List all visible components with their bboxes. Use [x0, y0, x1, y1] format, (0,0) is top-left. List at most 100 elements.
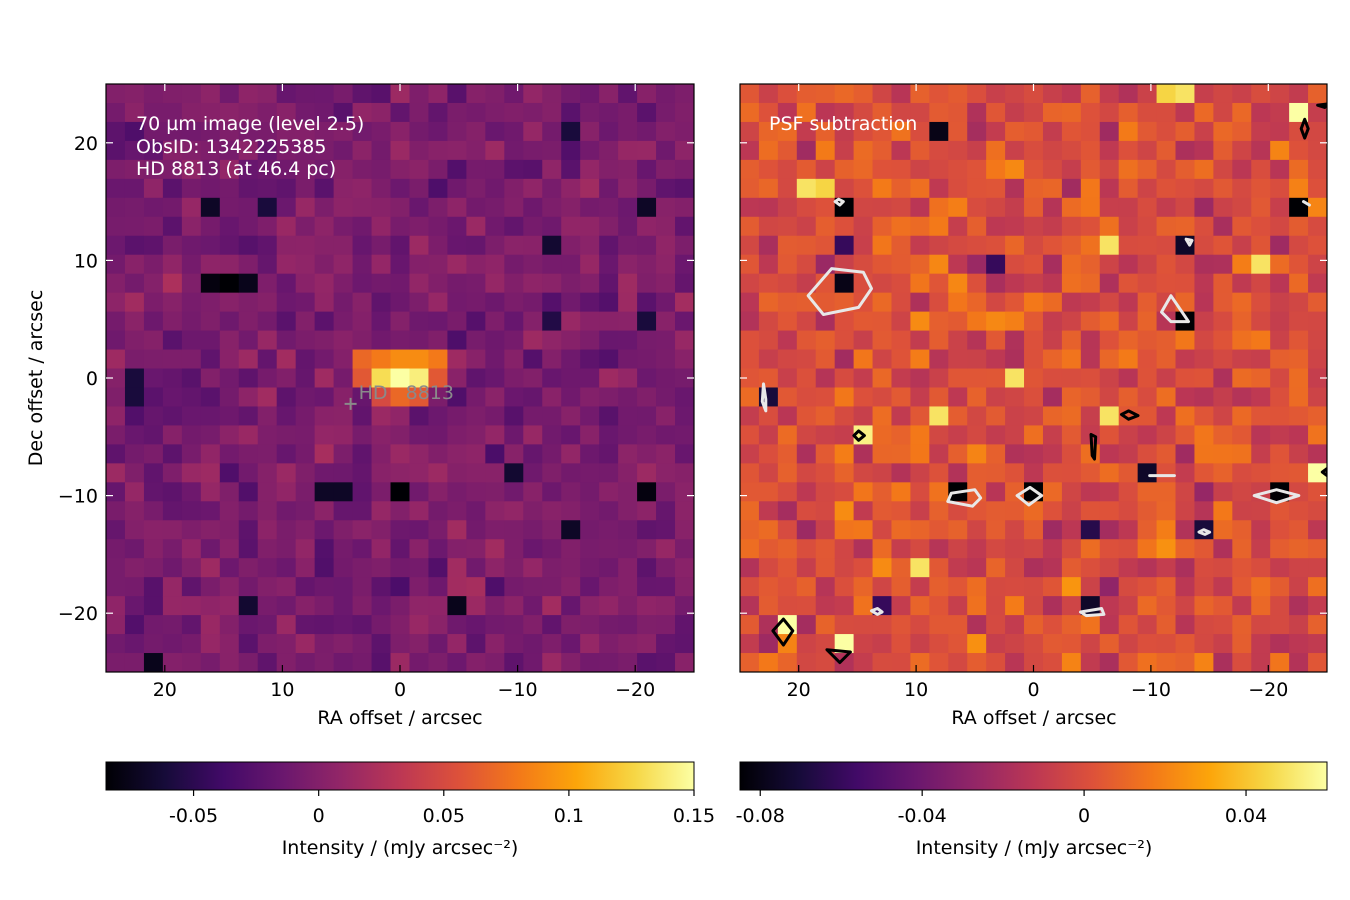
- heatmap-pixel: [409, 653, 430, 672]
- heatmap-pixel: [523, 368, 543, 389]
- heatmap-pixel: [1099, 634, 1120, 654]
- heatmap-pixel: [656, 539, 676, 559]
- heatmap-pixel: [124, 577, 145, 597]
- heatmap-pixel: [834, 482, 855, 502]
- heatmap-pixel: [1042, 254, 1063, 275]
- heatmap-pixel: [371, 349, 392, 370]
- heatmap-pixel: [333, 159, 354, 180]
- heatmap-pixel: [1042, 463, 1063, 483]
- heatmap-pixel: [948, 292, 968, 313]
- heatmap-pixel: [1099, 197, 1120, 218]
- heatmap-pixel: [1024, 482, 1044, 502]
- heatmap-pixel: [948, 520, 968, 540]
- heatmap-pixel: [967, 425, 987, 445]
- heatmap-pixel: [238, 102, 259, 123]
- heatmap-pixel: [910, 102, 930, 123]
- heatmap-pixel: [1061, 84, 1082, 104]
- heatmap-pixel: [106, 140, 126, 161]
- heatmap-pixel: [181, 292, 202, 313]
- heatmap-pixel: [777, 84, 798, 104]
- heatmap-pixel: [758, 292, 779, 313]
- heatmap-pixel: [447, 368, 467, 389]
- heatmap-pixel: [948, 653, 968, 672]
- x-tick-label: 10: [270, 679, 294, 701]
- heatmap-pixel: [618, 292, 638, 313]
- heatmap-pixel: [466, 311, 486, 332]
- heatmap-pixel: [371, 254, 392, 275]
- heatmap-pixel: [599, 539, 619, 559]
- heatmap-pixel: [1080, 539, 1101, 559]
- heatmap-pixel: [276, 444, 297, 464]
- heatmap-pixel: [1042, 178, 1063, 199]
- heatmap-pixel: [1251, 387, 1271, 408]
- heatmap-pixel: [1005, 235, 1025, 256]
- heatmap-pixel: [257, 482, 278, 502]
- heatmap-pixel: [1270, 501, 1290, 521]
- heatmap-pixel: [777, 406, 798, 427]
- heatmap-pixel: [352, 596, 373, 616]
- heatmap-pixel: [542, 235, 562, 256]
- heatmap-pixel: [523, 235, 543, 256]
- heatmap-pixel: [948, 539, 968, 559]
- heatmap-pixel: [986, 653, 1006, 672]
- heatmap-pixel: [485, 444, 505, 464]
- heatmap-pixel: [390, 140, 411, 161]
- heatmap-pixel: [1118, 482, 1139, 502]
- heatmap-pixel: [910, 254, 930, 275]
- heatmap-pixel: [106, 653, 126, 672]
- heatmap-pixel: [428, 596, 449, 616]
- heatmap-pixel: [1005, 444, 1025, 464]
- heatmap-pixel: [162, 368, 183, 389]
- heatmap-pixel: [1061, 482, 1082, 502]
- heatmap-pixel: [409, 102, 430, 123]
- heatmap-pixel: [1061, 387, 1082, 408]
- heatmap-pixel: [1118, 653, 1139, 672]
- heatmap-pixel: [986, 330, 1006, 351]
- heatmap-pixel: [1156, 520, 1177, 540]
- heatmap-pixel: [504, 159, 524, 180]
- heatmap-pixel: [1080, 121, 1101, 142]
- heatmap-pixel: [872, 653, 893, 672]
- heatmap-pixel: [1308, 387, 1327, 408]
- heatmap-pixel: [561, 634, 581, 654]
- heatmap-pixel: [106, 520, 126, 540]
- heatmap-pixel: [428, 520, 449, 540]
- heatmap-pixel: [834, 349, 855, 370]
- heatmap-pixel: [276, 121, 297, 142]
- heatmap-pixel: [447, 292, 467, 313]
- heatmap-pixel: [181, 463, 202, 483]
- heatmap-pixel: [599, 349, 619, 370]
- heatmap-pixel: [295, 444, 316, 464]
- heatmap-pixel: [106, 482, 126, 502]
- heatmap-pixel: [295, 520, 316, 540]
- heatmap-pixel: [1042, 634, 1063, 654]
- heatmap-pixel: [162, 84, 183, 104]
- heatmap-pixel: [815, 349, 836, 370]
- heatmap-pixel: [1118, 615, 1139, 635]
- heatmap-pixel: [872, 368, 893, 389]
- heatmap-pixel: [257, 558, 278, 578]
- heatmap-pixel: [485, 102, 505, 123]
- heatmap-pixel: [618, 273, 638, 294]
- heatmap-pixel: [834, 102, 855, 123]
- heatmap-pixel: [1156, 216, 1177, 237]
- heatmap-pixel: [1213, 292, 1233, 313]
- heatmap-pixel: [1118, 520, 1139, 540]
- heatmap-pixel: [276, 463, 297, 483]
- heatmap-pixel: [143, 349, 164, 370]
- heatmap-pixel: [523, 653, 543, 672]
- heatmap-pixel: [1099, 178, 1120, 199]
- heatmap-pixel: [580, 634, 600, 654]
- colorbar-tick-label: -0.05: [169, 805, 218, 827]
- heatmap-pixel: [485, 501, 505, 521]
- heatmap-pixel: [295, 425, 316, 445]
- heatmap-pixel: [986, 273, 1006, 294]
- heatmap-pixel: [1289, 330, 1309, 351]
- heatmap-pixel: [910, 121, 930, 142]
- heatmap-pixel: [675, 84, 694, 104]
- heatmap-pixel: [1251, 102, 1271, 123]
- heatmap-pixel: [447, 596, 467, 616]
- heatmap-pixel: [740, 330, 760, 351]
- heatmap-pixel: [1175, 558, 1196, 578]
- heatmap-pixel: [1194, 349, 1214, 370]
